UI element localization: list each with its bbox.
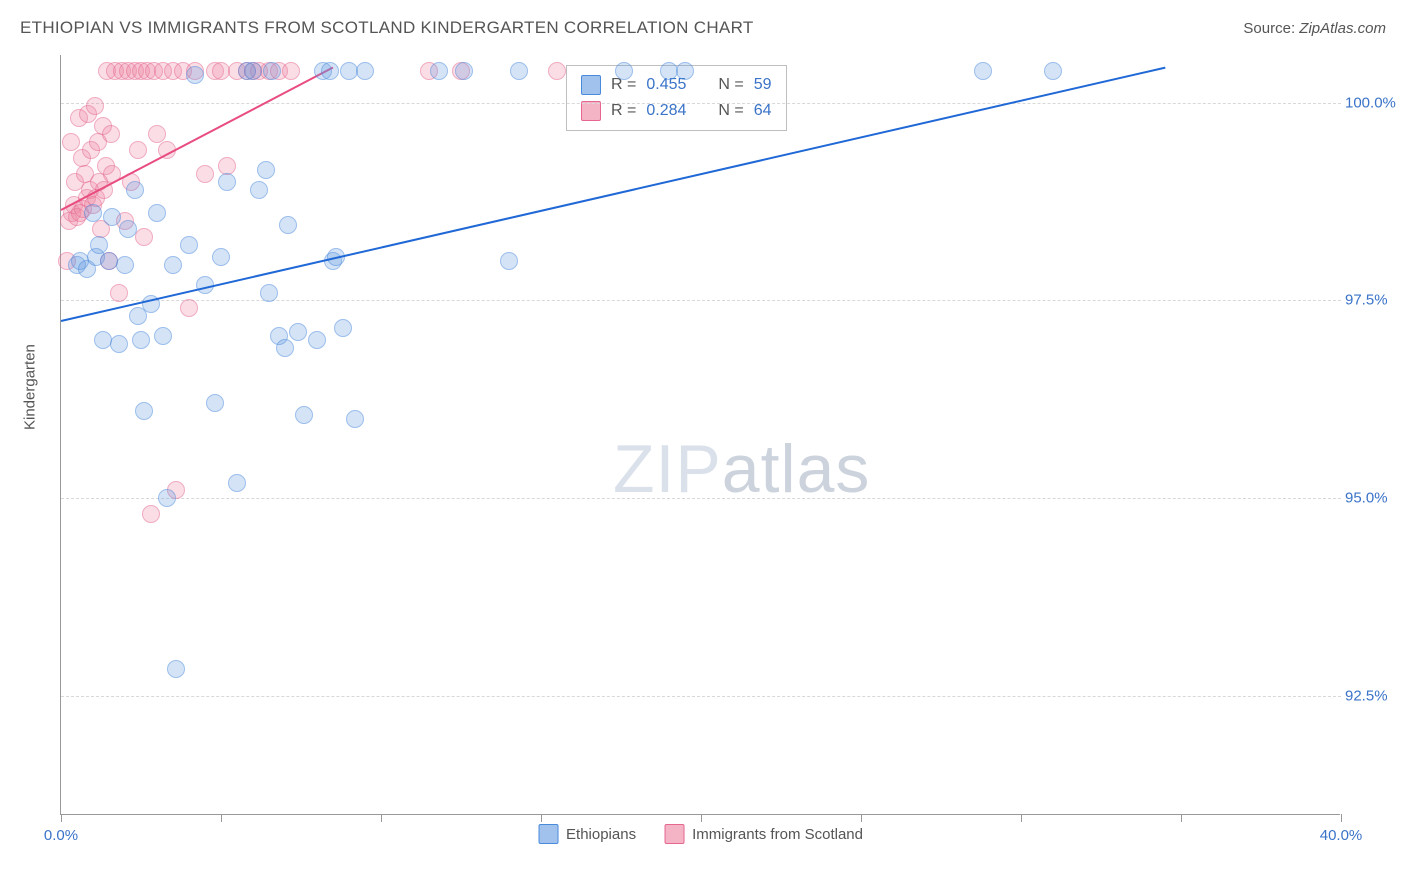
data-point-blue xyxy=(250,181,268,199)
data-point-pink xyxy=(110,284,128,302)
y-tick-label: 97.5% xyxy=(1345,292,1400,309)
legend-item-pink: Immigrants from Scotland xyxy=(664,824,863,844)
scatter-chart: ZIPatlas R = 0.455 N = 59 R = 0.284 N = … xyxy=(60,55,1340,815)
data-point-pink xyxy=(86,97,104,115)
r-label: R = xyxy=(611,102,636,120)
data-point-blue xyxy=(135,402,153,420)
swatch-blue-icon xyxy=(581,75,601,95)
data-point-blue xyxy=(356,62,374,80)
gridline xyxy=(61,498,1341,499)
data-point-blue xyxy=(346,410,364,428)
y-tick-label: 100.0% xyxy=(1345,94,1400,111)
data-point-pink xyxy=(196,165,214,183)
x-tick xyxy=(541,814,542,822)
watermark-atlas: atlas xyxy=(722,431,871,507)
chart-title: ETHIOPIAN VS IMMIGRANTS FROM SCOTLAND KI… xyxy=(20,18,754,38)
watermark-zip: ZIP xyxy=(613,431,722,507)
data-point-blue xyxy=(276,339,294,357)
data-point-blue xyxy=(500,252,518,270)
y-tick-label: 95.0% xyxy=(1345,490,1400,507)
data-point-pink xyxy=(180,299,198,317)
data-point-blue xyxy=(132,331,150,349)
data-point-blue xyxy=(228,474,246,492)
n-value-pink: 64 xyxy=(754,102,772,120)
data-point-blue xyxy=(110,335,128,353)
x-tick xyxy=(221,814,222,822)
source-credit: Source: ZipAtlas.com xyxy=(1243,20,1386,37)
data-point-blue xyxy=(455,62,473,80)
data-point-blue xyxy=(148,204,166,222)
data-point-pink xyxy=(62,133,80,151)
data-point-blue xyxy=(212,248,230,266)
n-label: N = xyxy=(718,76,743,94)
data-point-blue xyxy=(154,327,172,345)
data-point-blue xyxy=(244,62,262,80)
data-point-pink xyxy=(548,62,566,80)
data-point-blue xyxy=(218,173,236,191)
data-point-blue xyxy=(334,319,352,337)
data-point-blue xyxy=(164,256,182,274)
y-axis-title: Kindergarten xyxy=(22,344,39,430)
data-point-blue xyxy=(295,406,313,424)
swatch-pink-icon xyxy=(581,101,601,121)
r-value-pink: 0.284 xyxy=(646,102,686,120)
gridline xyxy=(61,103,1341,104)
data-point-blue xyxy=(974,62,992,80)
data-point-blue xyxy=(167,660,185,678)
legend-label-pink: Immigrants from Scotland xyxy=(692,826,863,843)
source-label: Source: xyxy=(1243,20,1299,37)
data-point-blue xyxy=(279,216,297,234)
data-point-blue xyxy=(1044,62,1062,80)
data-point-blue xyxy=(430,62,448,80)
data-point-blue xyxy=(289,323,307,341)
x-tick xyxy=(701,814,702,822)
x-tick-label: 0.0% xyxy=(44,827,78,844)
data-point-blue xyxy=(263,62,281,80)
n-label: N = xyxy=(718,102,743,120)
gridline xyxy=(61,300,1341,301)
data-point-pink xyxy=(282,62,300,80)
x-tick xyxy=(1021,814,1022,822)
data-point-blue xyxy=(676,62,694,80)
data-point-blue xyxy=(615,62,633,80)
series-legend: Ethiopians Immigrants from Scotland xyxy=(538,824,863,844)
watermark: ZIPatlas xyxy=(613,430,870,508)
data-point-blue xyxy=(180,236,198,254)
data-point-blue xyxy=(116,256,134,274)
data-point-pink xyxy=(102,125,120,143)
swatch-pink-icon xyxy=(664,824,684,844)
data-point-blue xyxy=(510,62,528,80)
data-point-blue xyxy=(206,394,224,412)
data-point-blue xyxy=(186,66,204,84)
chart-header: ETHIOPIAN VS IMMIGRANTS FROM SCOTLAND KI… xyxy=(20,18,1386,38)
x-tick xyxy=(1181,814,1182,822)
data-point-blue xyxy=(308,331,326,349)
data-point-blue xyxy=(257,161,275,179)
x-tick-label: 40.0% xyxy=(1320,827,1363,844)
x-tick xyxy=(381,814,382,822)
data-point-blue xyxy=(260,284,278,302)
data-point-blue xyxy=(103,208,121,226)
y-tick-label: 92.5% xyxy=(1345,688,1400,705)
x-tick xyxy=(61,814,62,822)
data-point-blue xyxy=(84,204,102,222)
x-tick xyxy=(1341,814,1342,822)
legend-item-blue: Ethiopians xyxy=(538,824,636,844)
gridline xyxy=(61,696,1341,697)
data-point-blue xyxy=(321,62,339,80)
legend-label-blue: Ethiopians xyxy=(566,826,636,843)
x-tick xyxy=(861,814,862,822)
data-point-blue xyxy=(94,331,112,349)
n-value-blue: 59 xyxy=(754,76,772,94)
data-point-pink xyxy=(129,141,147,159)
data-point-blue xyxy=(126,181,144,199)
data-point-pink xyxy=(142,505,160,523)
data-point-blue xyxy=(158,489,176,507)
data-point-blue xyxy=(119,220,137,238)
source-value: ZipAtlas.com xyxy=(1299,20,1386,37)
swatch-blue-icon xyxy=(538,824,558,844)
data-point-blue xyxy=(100,252,118,270)
data-point-pink xyxy=(135,228,153,246)
